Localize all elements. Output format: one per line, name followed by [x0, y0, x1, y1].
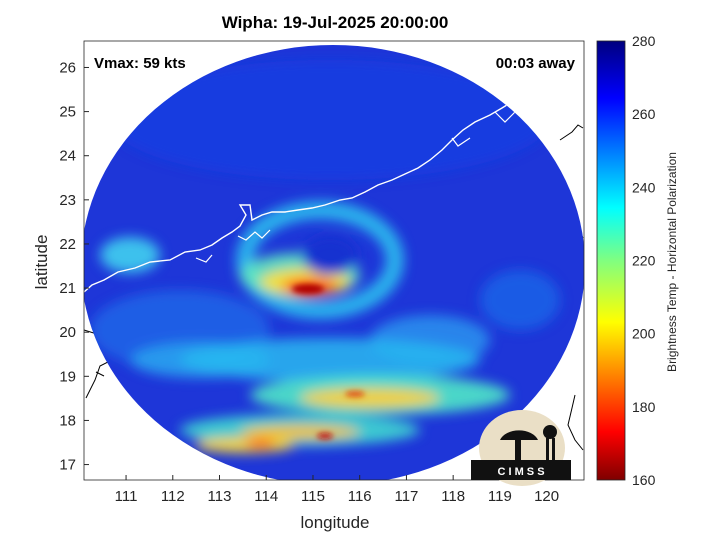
y-tick-label: 23 [59, 192, 76, 209]
colorbar-tick-label: 160 [632, 472, 656, 488]
axes-frame [83, 40, 585, 481]
x-tick-label: 111 [115, 488, 138, 505]
logo-text: C I M S S [497, 466, 544, 478]
y-tick-label: 17 [59, 457, 76, 474]
colorbar-gradient [596, 40, 626, 481]
colorbar-tick-label: 260 [632, 106, 656, 122]
x-tick-label: 116 [348, 488, 372, 505]
colorbar-tick-label: 180 [632, 399, 656, 415]
y-tick-label: 20 [59, 324, 76, 341]
y-axis-label: latitude [32, 235, 51, 290]
y-tick-label: 18 [59, 412, 76, 429]
colorbar: 160 180 200 220 240 260 280 Brightness Temp - … [596, 33, 679, 488]
y-tick-label: 21 [59, 280, 76, 297]
vmax-annotation: Vmax: 59 kts [94, 55, 186, 72]
y-tick-label: 22 [59, 236, 76, 253]
disc-coastline [84, 45, 561, 293]
y-tick-label: 19 [59, 368, 76, 385]
colorbar-tick-label: 200 [632, 326, 656, 342]
x-tick-label: 114 [254, 488, 278, 505]
y-tick-label: 25 [59, 104, 76, 121]
y-tick-label: 24 [59, 148, 76, 165]
brightness-temperature-disc [84, 45, 584, 480]
x-tick-label: 120 [534, 488, 559, 505]
x-tick-label: 118 [441, 488, 465, 505]
x-tick-label: 113 [208, 488, 232, 505]
x-tick-label: 117 [394, 488, 418, 505]
colorbar-tick-label: 240 [632, 179, 656, 195]
x-tick-labels: 111 112 113 114 115 116 117 118 119 120 [115, 475, 559, 505]
y-tick-label: 26 [59, 59, 76, 76]
map-panel [84, 41, 584, 480]
x-tick-label: 119 [488, 488, 512, 505]
colorbar-tick-label: 220 [632, 253, 656, 269]
time-away-annotation: 00:03 away [496, 55, 576, 72]
chart-title: Wipha: 19-Jul-2025 20:00:00 [222, 13, 449, 32]
y-tick-labels: 17 18 19 20 21 22 23 24 25 26 [59, 59, 89, 474]
x-tick-label: 112 [161, 488, 185, 505]
cimss-logo: C I M S S [471, 410, 571, 486]
colorbar-label: Brightness Temp - Horizontal Polarizatio… [665, 152, 679, 372]
x-tick-label: 115 [301, 488, 325, 505]
colorbar-tick-label: 280 [632, 33, 656, 49]
x-axis-label: longitude [300, 513, 369, 532]
colorbar-tick-labels: 160 180 200 220 240 260 280 [632, 33, 656, 488]
